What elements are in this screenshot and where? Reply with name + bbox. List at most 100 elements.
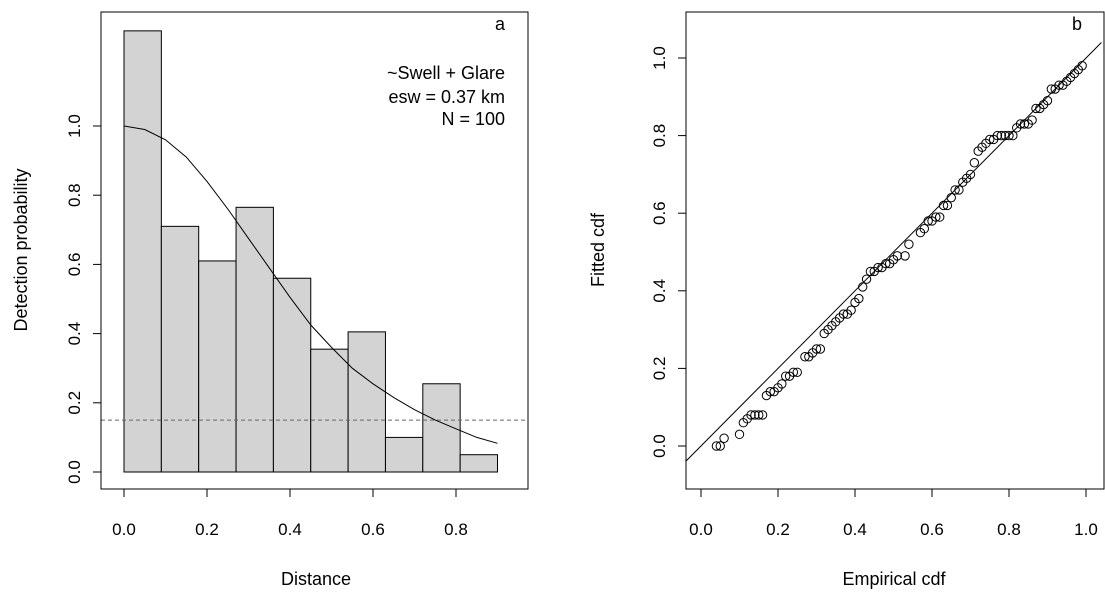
x-tick-label: 0.2	[195, 520, 219, 539]
cdf-point	[838, 309, 849, 319]
cdf-point	[1031, 103, 1041, 114]
cdf-point	[711, 441, 722, 451]
x-tick-label: 0.2	[766, 520, 790, 539]
x-tick-label: 0.0	[112, 520, 136, 539]
histogram-bar	[384, 436, 424, 473]
panel-b: 0.0 0.2 0.4 0.6 0.8 1.0 0.00.20.40.60.81.0 b …	[588, 11, 1105, 589]
reference-line	[685, 42, 1102, 462]
x-tick-label: 0.6	[920, 520, 944, 539]
cdf-point	[969, 158, 980, 168]
cdf-point	[954, 185, 964, 195]
histogram-bar	[459, 454, 498, 473]
y-tick-label: 0.8	[65, 183, 84, 207]
panel-b-y-axis: 0.0 0.2 0.4 0.6 0.8 1.0	[650, 46, 687, 458]
cdf-point	[931, 212, 941, 222]
cdf-point	[985, 134, 995, 145]
cdf-point	[1008, 130, 1018, 141]
cdf-point	[1019, 119, 1030, 129]
cdf-point	[904, 239, 914, 249]
y-tick-label: 1.0	[65, 114, 84, 138]
cdf-point	[757, 410, 768, 420]
cdf-point	[1054, 80, 1064, 90]
cdf-point	[777, 379, 787, 389]
panel-a-x-axis: 0.0 0.2 0.4 0.6 0.8	[112, 488, 468, 539]
x-tick-label: 0.6	[361, 520, 385, 539]
cdf-point	[942, 200, 953, 211]
cdf-point	[765, 386, 775, 397]
x-axis-label: Empirical cdf	[842, 569, 946, 589]
y-tick-label: 0.2	[65, 391, 84, 415]
x-tick-label: 0.0	[689, 520, 713, 539]
panel-a-bars	[123, 30, 498, 473]
y-tick-label: 0.6	[65, 253, 84, 277]
cdf-point	[892, 251, 903, 261]
cdf-point	[750, 410, 760, 420]
model-formula: ~Swell + Glare	[387, 63, 505, 83]
histogram-bar	[160, 225, 200, 473]
cdf-point	[734, 429, 745, 440]
cdf-point	[846, 305, 856, 315]
cdf-point	[1042, 95, 1053, 106]
cdf-point	[923, 216, 933, 226]
x-tick-label: 0.4	[278, 520, 302, 539]
y-tick-label: 0.0	[65, 460, 84, 484]
y-axis-label: Fitted cdf	[588, 212, 608, 287]
cdf-point	[950, 185, 960, 195]
y-tick-label: 0.8	[650, 124, 669, 148]
panel-a-letter: a	[495, 14, 506, 34]
cdf-point	[1015, 119, 1026, 129]
cdf-point	[1000, 130, 1010, 141]
histogram-bar	[123, 30, 162, 473]
cdf-point	[938, 200, 949, 211]
cdf-point	[900, 251, 910, 261]
cdf-point	[792, 367, 802, 377]
cdf-point	[1046, 84, 1057, 94]
x-axis-label: Distance	[281, 569, 351, 589]
cdf-point	[965, 169, 976, 180]
x-tick-label: 0.8	[997, 520, 1021, 539]
cdf-point	[811, 344, 822, 354]
y-tick-label: 0.4	[65, 322, 84, 346]
cdf-point	[873, 262, 883, 273]
cdf-point	[788, 367, 799, 377]
cdf-point	[992, 130, 1003, 141]
cdf-point	[935, 212, 945, 222]
y-axis-label: Detection probability	[11, 168, 31, 331]
fitted-curve	[123, 125, 498, 444]
cdf-point	[861, 274, 872, 284]
cdf-point	[919, 224, 929, 234]
cdf-point	[719, 433, 729, 443]
cdf-point	[1004, 130, 1014, 141]
y-tick-label: 0.2	[650, 357, 669, 381]
y-tick-label: 0.0	[650, 434, 669, 458]
cdf-point	[746, 410, 756, 420]
panel-a-y-axis: 0.0 0.2 0.4 0.6 0.8 1.0	[65, 114, 102, 484]
cdf-point	[1027, 115, 1037, 125]
cdf-point	[865, 266, 876, 277]
esw-annotation: esw = 0.37 km	[388, 87, 505, 107]
cdf-point	[754, 410, 764, 420]
cdf-point	[815, 344, 826, 354]
cdf-point	[946, 192, 956, 203]
histogram-bar	[347, 331, 386, 473]
cdf-point	[881, 258, 891, 269]
cdf-point	[858, 282, 868, 292]
histogram-bar	[310, 348, 349, 473]
y-tick-label: 0.6	[650, 201, 669, 225]
x-tick-label: 0.4	[843, 520, 867, 539]
y-tick-label: 0.4	[650, 279, 669, 303]
panel-b-letter: b	[1072, 14, 1082, 34]
y-tick-label: 1.0	[650, 46, 669, 70]
histogram-bar	[235, 206, 274, 473]
panel-a: 0.0 0.2 0.4 0.6 0.8 0.0 0.2 0.4 0.6 0.8 1.0 a ~Sw…	[11, 11, 529, 589]
cdf-point	[996, 130, 1006, 141]
cdf-point	[781, 371, 791, 381]
cdf-point	[715, 441, 725, 451]
cdf-point	[854, 293, 864, 304]
histogram-bar	[272, 277, 312, 473]
cdf-point	[1077, 61, 1087, 71]
panel-b-x-axis: 0.0 0.2 0.4 0.6 0.8 1.0	[689, 488, 1098, 539]
panel-b-points	[711, 61, 1087, 451]
sample-size-annotation: N = 100	[441, 109, 505, 129]
